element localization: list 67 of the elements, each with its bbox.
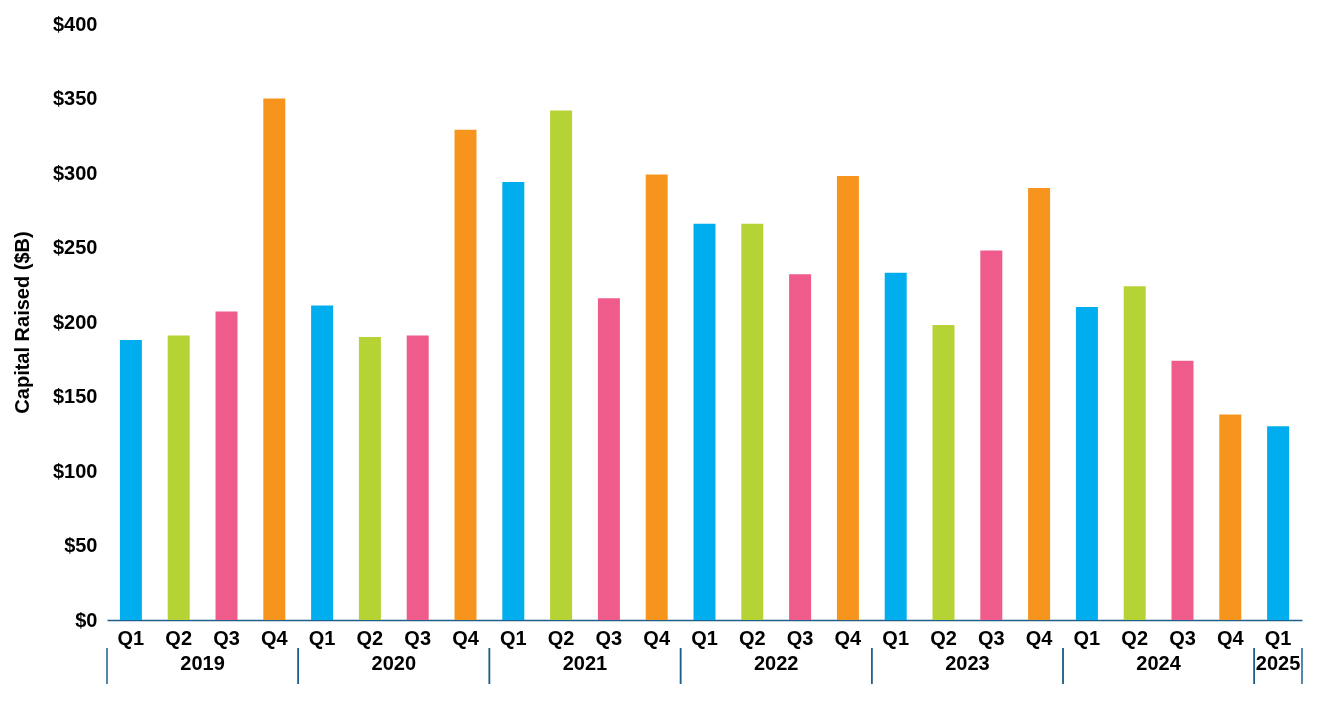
x-tick-label: Q4 bbox=[1025, 626, 1054, 649]
x-tick-label: Q3 bbox=[404, 626, 432, 649]
text: 2022 bbox=[753, 652, 799, 674]
bar bbox=[454, 129, 477, 620]
bar bbox=[167, 335, 190, 620]
y-tick-label: $250 bbox=[53, 236, 98, 258]
x-tick-label: Q3 bbox=[786, 626, 814, 649]
y-tick-label: $50 bbox=[64, 534, 98, 556]
bar bbox=[1028, 187, 1051, 620]
x-tick-label: Q1 bbox=[882, 626, 910, 649]
bar bbox=[502, 181, 525, 620]
text: 2024 bbox=[1136, 652, 1182, 674]
x-tick-label: Q1 bbox=[499, 626, 527, 649]
bar bbox=[215, 311, 238, 620]
bar bbox=[836, 175, 859, 620]
text: 2021 bbox=[562, 652, 608, 674]
x-tick-label: Q2 bbox=[930, 626, 957, 649]
bar bbox=[358, 336, 381, 620]
x-tick-label: Q4 bbox=[260, 626, 289, 649]
bar bbox=[645, 174, 668, 620]
y-tick-label: $400 bbox=[53, 12, 98, 35]
x-tick-label: Q2 bbox=[738, 626, 766, 649]
x-tick-label: Q1 bbox=[691, 626, 718, 649]
bar bbox=[932, 324, 955, 620]
x-tick-label: Q2 bbox=[547, 626, 575, 649]
x-tick-label: Q3 bbox=[977, 626, 1005, 649]
bar bbox=[1171, 360, 1194, 620]
x-tick-label: Q1 bbox=[1264, 626, 1292, 649]
y-axis-title: Capital Raised ($B) bbox=[11, 231, 34, 414]
x-tick-label: Q3 bbox=[1169, 626, 1196, 649]
x-tick-label: Q2 bbox=[1121, 626, 1149, 649]
bar bbox=[1219, 414, 1242, 620]
bar bbox=[550, 110, 573, 620]
bar bbox=[597, 298, 620, 620]
y-tick-label: $100 bbox=[53, 459, 98, 482]
bar bbox=[789, 274, 812, 620]
bar bbox=[693, 223, 716, 620]
y-tick-label: $200 bbox=[53, 310, 98, 333]
bar bbox=[1123, 286, 1146, 620]
x-tick-label: Q1 bbox=[308, 626, 336, 649]
x-tick-label: Q1 bbox=[117, 626, 145, 649]
y-tick-label: $350 bbox=[53, 87, 98, 109]
x-tick-label: Q3 bbox=[595, 626, 623, 649]
x-tick-label: Q4 bbox=[1216, 626, 1245, 649]
text: 2019 bbox=[180, 652, 225, 674]
x-tick-label: Q2 bbox=[356, 626, 384, 649]
text: 2020 bbox=[371, 652, 417, 674]
bar bbox=[119, 339, 142, 620]
x-tick-label: Q4 bbox=[834, 626, 863, 649]
y-tick-label: $300 bbox=[53, 161, 98, 184]
bar bbox=[1267, 426, 1290, 620]
bar bbox=[1075, 307, 1098, 620]
x-tick-label: Q2 bbox=[165, 626, 193, 649]
y-tick-label: $0 bbox=[75, 608, 98, 631]
bar bbox=[884, 272, 907, 620]
bar bbox=[980, 250, 1003, 620]
text: 2025 bbox=[1255, 652, 1301, 674]
y-tick-label: $150 bbox=[53, 385, 98, 407]
text: 2023 bbox=[945, 652, 990, 674]
x-tick-label: Q1 bbox=[1073, 626, 1101, 649]
bar bbox=[741, 223, 764, 620]
bar bbox=[406, 335, 429, 620]
x-tick-label: Q4 bbox=[452, 626, 480, 649]
x-tick-label: Q4 bbox=[643, 626, 671, 649]
bar bbox=[263, 98, 286, 620]
bar bbox=[311, 305, 334, 620]
x-tick-label: Q3 bbox=[213, 626, 240, 649]
